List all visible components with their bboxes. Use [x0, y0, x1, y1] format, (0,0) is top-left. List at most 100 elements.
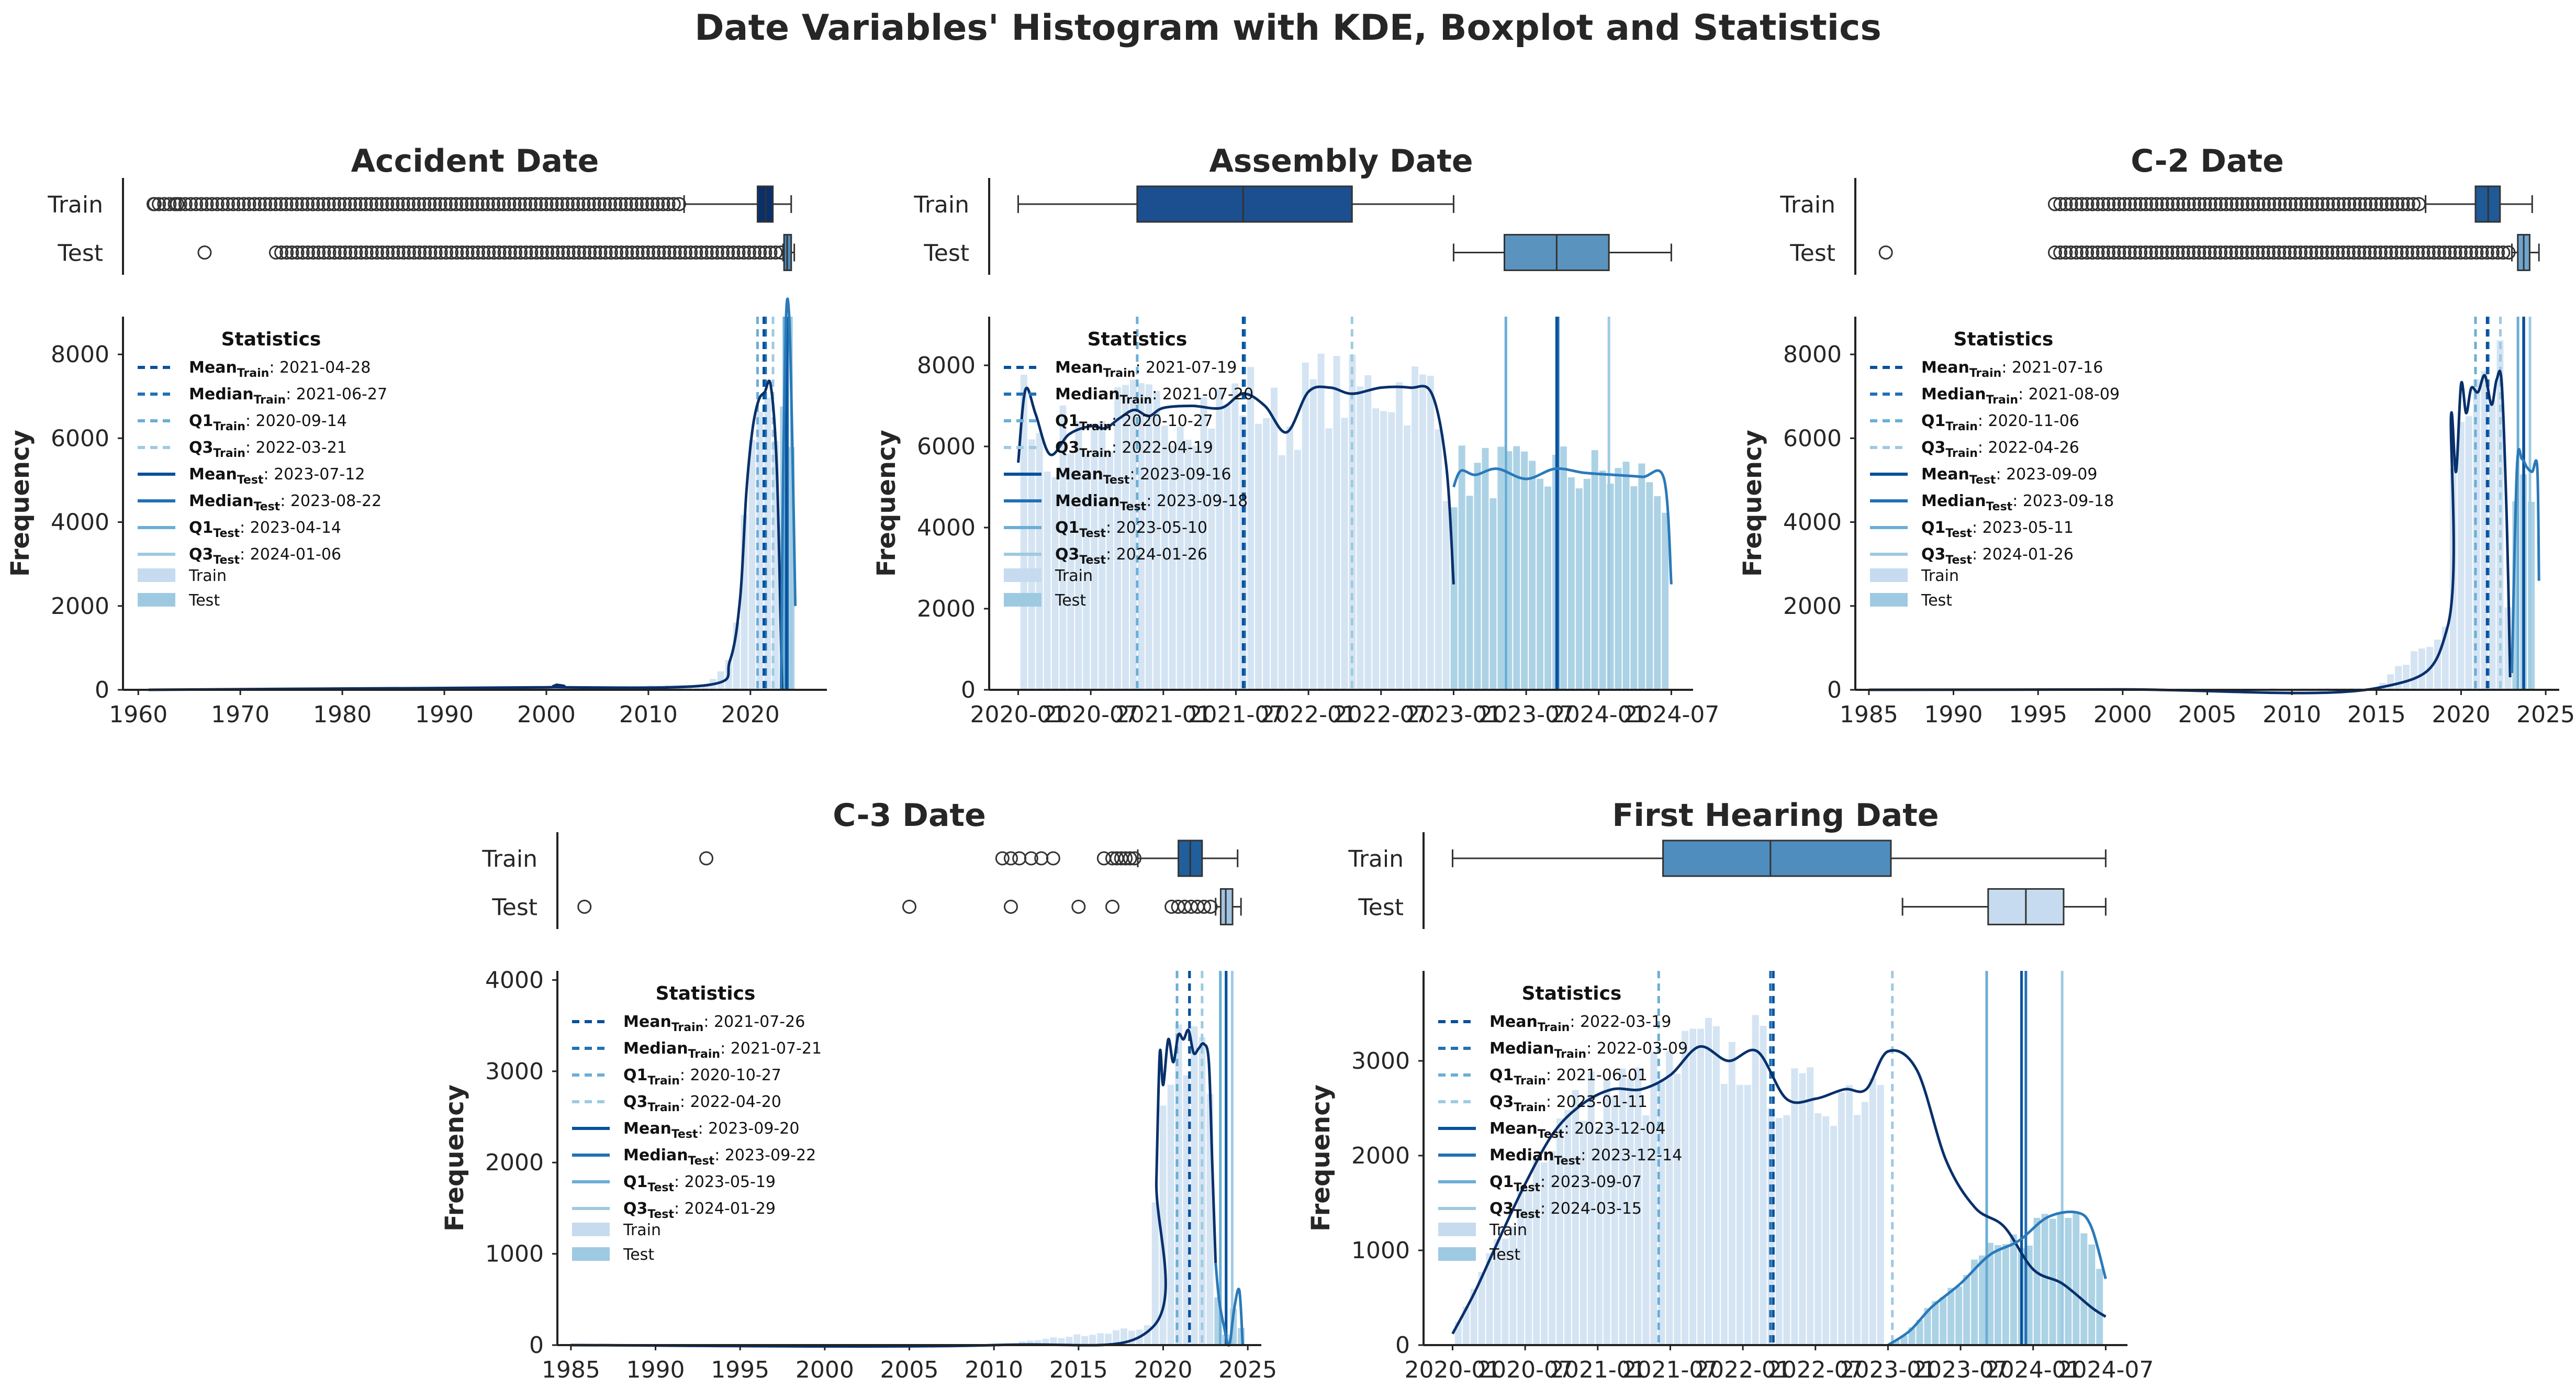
boxplot-outlier [242, 197, 256, 211]
hist-bar-train [1462, 1306, 1470, 1345]
boxplot-outlier [571, 197, 586, 211]
boxplot-outlier [529, 197, 543, 211]
y-tick-label: 4000 [51, 509, 109, 536]
boxplot-outlier [2058, 197, 2073, 211]
boxplot-outlier [529, 245, 544, 260]
boxplot-outlier [2384, 245, 2399, 260]
boxplot-box [1136, 185, 1353, 223]
boxplot-outlier [2282, 245, 2297, 260]
x-tick-label: 2021-07 [1622, 1357, 1719, 1383]
panel-title: Accident Date [351, 143, 599, 180]
hist-bar-train [1106, 451, 1114, 690]
hist-bar-train [1705, 1017, 1712, 1345]
x-tick-label: 1985 [542, 1357, 600, 1383]
hist-bar-train [1556, 1118, 1563, 1345]
hist-bar-train [1099, 421, 1106, 690]
legend-patch-swatch [1004, 568, 1041, 582]
boxplot-outlier [572, 245, 586, 260]
hist-bar-train [2418, 648, 2425, 690]
boxplot-outlier [684, 245, 698, 260]
hist-bar-train [1380, 411, 1387, 690]
boxplot-outlier [736, 245, 751, 260]
hist-bar-train [1309, 379, 1317, 690]
boxplot-outlier [689, 245, 703, 260]
legend-patch-label: Test [188, 591, 220, 610]
y-tick-label: 4000 [485, 967, 544, 993]
legend-patch-label: Test [1055, 591, 1086, 610]
y-axis-label: Frequency [872, 430, 901, 577]
hist-bar-test [1474, 463, 1481, 690]
boxplot-outlier [290, 245, 305, 260]
y-tick-label: 0 [1395, 1332, 1410, 1359]
hist-bar-test [2010, 1234, 2017, 1345]
boxplot-outlier [1096, 851, 1111, 866]
boxplot-outlier [2491, 245, 2505, 260]
legend-patch-label: Train [1055, 567, 1093, 585]
boxplot-outlier [2395, 197, 2410, 211]
hist-bar-train [1224, 405, 1231, 690]
legend-patch-swatch [1870, 593, 1908, 607]
hist-bar-train [1191, 1026, 1198, 1345]
kde-curve-train [1868, 370, 2512, 695]
x-tick-label: 1995 [711, 1357, 769, 1383]
boxplot-outlier [2315, 197, 2330, 211]
y-tick-label: 1000 [1351, 1237, 1410, 1264]
boxplot-outlier [2448, 245, 2462, 260]
boxplot-outlier [401, 245, 416, 260]
hist-bar-train [1026, 1340, 1034, 1345]
boxplot-outlier [2123, 197, 2137, 211]
boxplot-outlier [321, 197, 336, 211]
x-tick-label: 2020-07 [1477, 1357, 1573, 1383]
hist-bar-train [1822, 1116, 1830, 1345]
boxplot-outlier [2224, 245, 2238, 260]
hist-bar-test [1544, 486, 1551, 690]
boxplot-outlier [593, 245, 608, 260]
hist-bar-test [1615, 468, 1622, 690]
boxplot-outlier [317, 245, 331, 260]
boxplot-outlier [2219, 245, 2233, 260]
hist-bar-test [1458, 445, 1465, 690]
x-tick-label: 2020 [1134, 1357, 1192, 1383]
boxplot-outlier [252, 197, 267, 211]
hist-bar-train [1372, 408, 1380, 690]
boxplot-outlier [620, 245, 634, 260]
boxplot-outlier [2192, 197, 2207, 211]
boxplot-outlier [2192, 245, 2207, 260]
boxplot-outlier [1118, 851, 1133, 866]
boxplot-outlier [422, 197, 437, 211]
hist-bar-train [1427, 375, 1434, 690]
hist-bar-train [1114, 387, 1122, 690]
boxplot-outlier [2230, 197, 2244, 211]
hist-bar-train [1036, 433, 1043, 690]
legend-entry: MedianTrain: 2021-08-09 [1921, 385, 2120, 407]
boxplot-outlier [454, 197, 469, 211]
hist-bar-train [1517, 1187, 1525, 1345]
boxplot-outlier [652, 245, 666, 260]
hist-bar-train [1192, 445, 1200, 690]
boxplot-outlier [492, 245, 507, 260]
boxplot-outlier [433, 197, 447, 211]
legend-entry: MeanTest: 2023-12-04 [1489, 1120, 1665, 1141]
boxplot-outlier [2364, 197, 2378, 211]
boxplot-outlier [2187, 197, 2201, 211]
boxplot-outlier [2101, 245, 2115, 260]
y-tick-label: 0 [1827, 677, 1842, 703]
hist-bar-test [1932, 1301, 1939, 1345]
hist-bar-train [1089, 1335, 1096, 1345]
boxplot-outlier [2064, 197, 2078, 211]
x-tick-label: 2025 [2516, 701, 2575, 728]
boxplot-outlier [2256, 245, 2270, 260]
boxplot-outlier [455, 245, 469, 260]
hist-bar-test [2002, 1244, 2009, 1345]
boxplot-outlier [390, 197, 405, 211]
hist-bar-train [1128, 1330, 1135, 1345]
boxplot-outlier [443, 197, 458, 211]
boxplot-outlier [661, 197, 676, 211]
boxplot-outlier [2331, 197, 2346, 211]
boxplot-outlier [2187, 245, 2201, 260]
hist-bar-train [1357, 386, 1364, 690]
legend-entry: Q1Train: 2020-11-06 [1921, 412, 2079, 433]
boxplot-outlier [438, 197, 453, 211]
boxplot-outlier [343, 245, 358, 260]
hist-bar-train [1200, 397, 1207, 690]
